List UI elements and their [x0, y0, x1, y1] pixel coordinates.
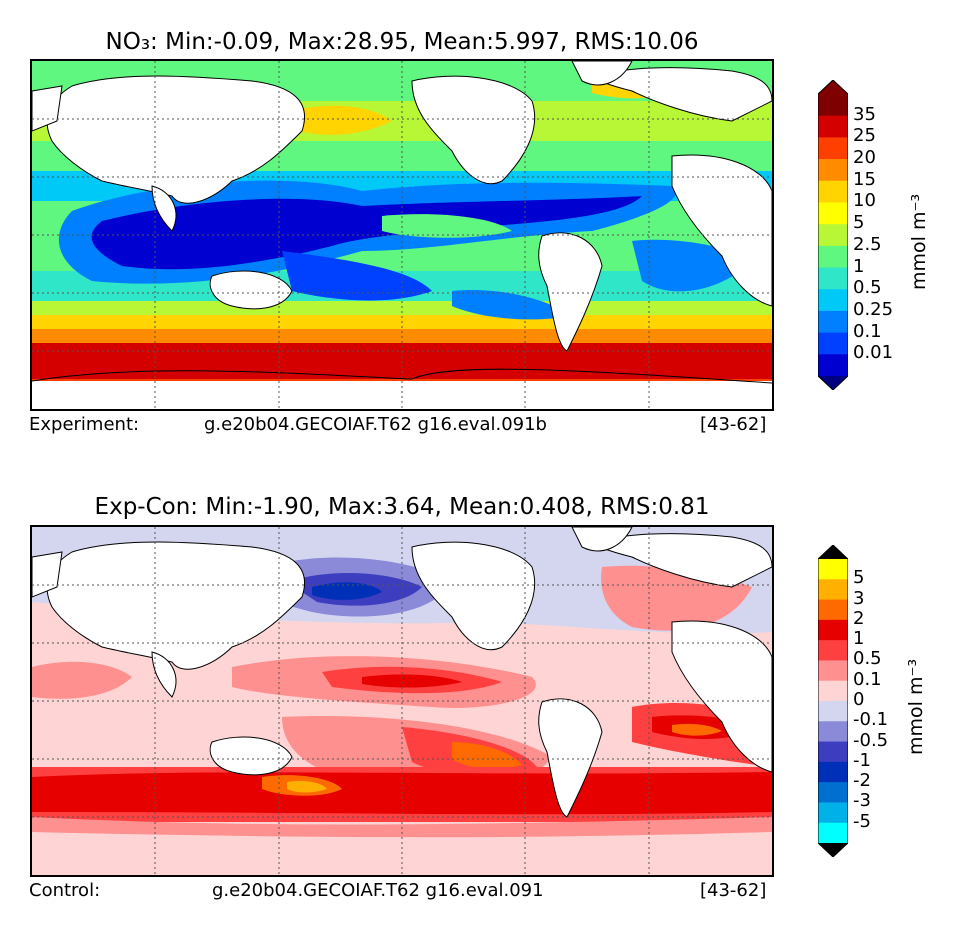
panel1-title: NO₃: Min:-0.09, Max:28.95, Mean:5.997, R… — [105, 29, 699, 55]
panel1-colorbar-segment — [818, 115, 848, 138]
panel2-colorbar-tick: 0.5 — [853, 648, 882, 670]
panel2-colorbar-segment — [818, 761, 848, 783]
panel1-map — [30, 59, 774, 411]
panel2-colorbar-segment — [818, 640, 848, 661]
panel1-colorbar-segment — [818, 94, 848, 117]
panel2-colorbar-tick: -5 — [853, 810, 871, 832]
panel2-colorbar-segment — [818, 741, 848, 763]
panel2-colorbar-tick: 5 — [853, 567, 865, 589]
panel2-colorbar-segment — [818, 619, 848, 641]
panel1-colorbar-segment — [818, 332, 848, 355]
panel1-colorbar-tick: 35 — [853, 103, 876, 125]
panel2-colorbar-segment — [818, 802, 848, 824]
panel1-colorbar-tick: 15 — [853, 168, 876, 190]
panel1-colorbar-tick: 0.01 — [853, 342, 894, 364]
panel2-colorbar-tick: 1 — [853, 628, 865, 650]
panel2-colorbar-tick: -2 — [853, 770, 871, 792]
panel1-colorbar-segment — [818, 202, 848, 225]
panel2-colorbar-tick: 0 — [853, 689, 865, 710]
panel1-colorbar-segment — [818, 224, 848, 247]
panel1-colorbar-svg — [817, 79, 849, 391]
panel2-colorbar-tick: 2 — [853, 607, 865, 629]
panel2-colorbar-segment — [818, 782, 848, 803]
panel1-colorbar-segment — [818, 289, 848, 312]
panel1-colorbar — [817, 79, 849, 391]
panel1-colorbar-tick: 2.5 — [853, 233, 882, 255]
panel1-colorbar-tick: 10 — [853, 190, 876, 212]
panel2-colorbar-segment — [818, 701, 848, 722]
panel2-colorbar-tick: -3 — [853, 790, 871, 812]
panel1-colorbar-tick: 25 — [853, 125, 876, 147]
panel1-colorbar-tick: 1 — [853, 255, 865, 277]
panel1-colorbar-tick: 0.25 — [853, 298, 894, 320]
panel1-footer-label: Experiment: — [29, 414, 140, 435]
panel2-colorbar-segment — [818, 721, 848, 743]
panel1-colorbar-tick: 20 — [853, 147, 876, 169]
panel1-colorbar-segment — [818, 267, 848, 290]
panel2-colorbar — [817, 544, 849, 858]
panel1-footer-years: [43-62] — [700, 414, 767, 435]
panel1-colorbar-max-extend — [818, 80, 848, 94]
panel2-colorbar-segment — [818, 579, 848, 601]
panel2-colorbar-max-extend — [818, 545, 848, 559]
panel1-colorbar-unit: mmol m⁻³ — [908, 193, 930, 290]
panel2-colorbar-tick: 3 — [853, 587, 865, 609]
panel2-colorbar-unit: mmol m⁻³ — [905, 658, 927, 755]
panel2-colorbar-tick: -0.1 — [853, 709, 889, 731]
panel1-colorbar-segment — [818, 137, 848, 160]
panel2-colorbar-segment — [818, 822, 848, 844]
panel2-footer-label: Control: — [29, 880, 101, 901]
panel2-colorbar-tick: -0.5 — [853, 729, 889, 751]
panel2-colorbar-segment — [818, 660, 848, 682]
panel2-footer-years: [43-62] — [700, 880, 767, 901]
panel2-title: Exp-Con: Min:-1.90, Max:3.64, Mean:0.408… — [94, 494, 710, 520]
panel2-colorbar-segment — [818, 559, 848, 580]
panel1-colorbar-min-extend — [818, 376, 848, 390]
panel2-contour-map — [32, 527, 772, 875]
panel1-contour-map — [32, 61, 772, 409]
panel1-colorbar-tick: 0.1 — [853, 320, 882, 342]
panel1-colorbar-segment — [818, 159, 848, 182]
panel2-colorbar-min-extend — [818, 843, 848, 857]
panel2-map — [30, 525, 774, 877]
panel1-colorbar-segment — [818, 354, 848, 377]
panel2-colorbar-segment — [818, 599, 848, 621]
panel1-colorbar-tick: 5 — [853, 212, 865, 234]
panel2-footer-case: g.e20b04.GECOIAF.T62 g16.eval.091 — [212, 880, 544, 901]
panel1-colorbar-segment — [818, 310, 848, 334]
panel1-colorbar-segment — [818, 245, 848, 269]
panel2-colorbar-segment — [818, 680, 848, 702]
panel1-colorbar-segment — [818, 180, 848, 203]
panel2-colorbar-tick: -1 — [853, 749, 871, 771]
panel2-colorbar-svg — [817, 544, 849, 858]
panel1-colorbar-tick: 0.5 — [853, 277, 882, 299]
panel2-colorbar-tick: 0.1 — [853, 668, 882, 690]
panel1-footer-case: g.e20b04.GECOIAF.T62 g16.eval.091b — [204, 414, 547, 435]
